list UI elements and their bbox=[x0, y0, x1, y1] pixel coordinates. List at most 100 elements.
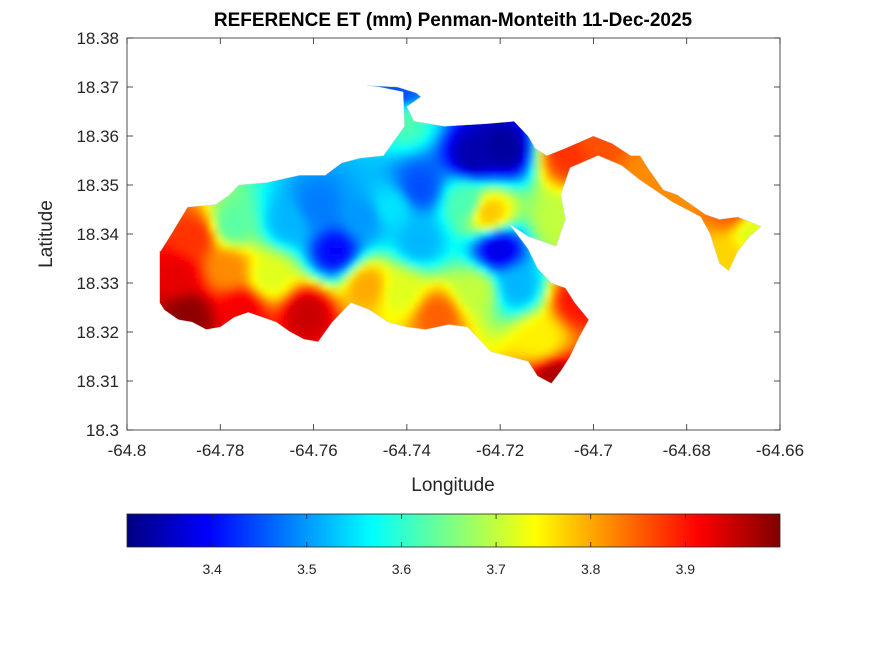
et-field-cell bbox=[498, 308, 505, 315]
et-field-cell bbox=[552, 350, 559, 357]
et-field-cell bbox=[564, 332, 571, 339]
et-field-cell bbox=[594, 152, 601, 159]
et-field-cell bbox=[408, 200, 415, 207]
et-field-cell bbox=[486, 230, 493, 237]
et-field-cell bbox=[276, 272, 283, 279]
et-field-cell bbox=[540, 200, 547, 207]
et-field-cell bbox=[276, 194, 283, 201]
et-field-cell bbox=[522, 344, 529, 351]
et-field-cell bbox=[252, 188, 259, 195]
et-field-cell bbox=[390, 146, 397, 153]
et-field-cell bbox=[510, 260, 517, 267]
et-field-cell bbox=[474, 182, 481, 189]
et-field-cell bbox=[552, 302, 559, 309]
et-field-cell bbox=[210, 230, 217, 237]
et-field-cell bbox=[528, 140, 535, 147]
et-field-cell bbox=[528, 146, 535, 153]
et-field-cell bbox=[420, 314, 427, 321]
et-field-cell bbox=[552, 200, 559, 207]
et-field-cell bbox=[528, 314, 535, 321]
et-field-cell bbox=[450, 212, 457, 219]
et-field-cell bbox=[312, 230, 319, 237]
et-field-cell bbox=[282, 230, 289, 237]
et-field-cell bbox=[498, 182, 505, 189]
et-field-cell bbox=[378, 176, 385, 183]
et-field-cell bbox=[528, 194, 535, 201]
et-field-cell bbox=[288, 272, 295, 279]
et-field-cell bbox=[408, 188, 415, 195]
et-field-cell bbox=[180, 254, 187, 261]
et-field-cell bbox=[396, 284, 403, 291]
et-field-cell bbox=[510, 272, 517, 279]
et-field-cell bbox=[408, 296, 415, 303]
et-field-cell bbox=[258, 272, 265, 279]
et-field-cell bbox=[510, 200, 517, 207]
et-field-cell bbox=[378, 218, 385, 225]
et-field-cell bbox=[516, 248, 523, 255]
et-field-cell bbox=[354, 194, 361, 201]
et-field-cell bbox=[624, 158, 631, 165]
et-field-cell bbox=[294, 290, 301, 297]
et-field-cell bbox=[414, 122, 421, 129]
et-field-cell bbox=[348, 182, 355, 189]
et-field-cell bbox=[480, 200, 487, 207]
et-field-cell bbox=[174, 224, 181, 231]
et-field-cell bbox=[732, 242, 739, 249]
et-field-cell bbox=[174, 314, 181, 321]
et-field-cell bbox=[600, 152, 607, 159]
et-field-cell bbox=[540, 332, 547, 339]
et-field-cell bbox=[456, 242, 463, 249]
et-field-cell bbox=[438, 320, 445, 327]
et-field-cell bbox=[168, 266, 175, 273]
et-field-cell bbox=[366, 218, 373, 225]
et-field-cell bbox=[300, 224, 307, 231]
et-field-cell bbox=[396, 260, 403, 267]
et-field-cell bbox=[402, 230, 409, 237]
et-field-cell bbox=[366, 206, 373, 213]
et-field-cell bbox=[186, 266, 193, 273]
et-field-cell bbox=[408, 278, 415, 285]
et-field-cell bbox=[414, 278, 421, 285]
et-field-cell bbox=[318, 266, 325, 273]
et-field-cell bbox=[444, 182, 451, 189]
et-field-cell bbox=[384, 164, 391, 171]
et-field-cell bbox=[336, 224, 343, 231]
et-field-cell bbox=[558, 158, 565, 165]
et-field-cell bbox=[498, 344, 505, 351]
et-field-cell bbox=[186, 308, 193, 315]
et-field-cell bbox=[264, 314, 271, 321]
et-field-cell bbox=[408, 218, 415, 225]
et-field-cell bbox=[222, 272, 229, 279]
et-field-cell bbox=[216, 236, 223, 243]
et-field-cell bbox=[174, 260, 181, 267]
et-field-cell bbox=[186, 236, 193, 243]
et-field-cell bbox=[558, 320, 565, 327]
et-field-cell bbox=[390, 182, 397, 189]
et-field-cell bbox=[240, 212, 247, 219]
et-field-cell bbox=[162, 248, 169, 255]
et-field-cell bbox=[306, 320, 313, 327]
et-field-cell bbox=[480, 140, 487, 147]
et-field-cell bbox=[510, 344, 517, 351]
et-field-cell bbox=[450, 296, 457, 303]
et-field-cell bbox=[510, 176, 517, 183]
et-field-cell bbox=[456, 296, 463, 303]
et-field-cell bbox=[444, 140, 451, 147]
et-field-cell bbox=[486, 152, 493, 159]
et-field-cell bbox=[570, 338, 577, 345]
et-field-cell bbox=[318, 272, 325, 279]
et-field-cell bbox=[414, 296, 421, 303]
et-field-cell bbox=[198, 272, 205, 279]
et-field-cell bbox=[192, 284, 199, 291]
et-field-cell bbox=[654, 182, 661, 189]
et-field-cell bbox=[486, 206, 493, 213]
et-field-cell bbox=[270, 242, 277, 249]
et-field-cell bbox=[222, 278, 229, 285]
et-field-cell bbox=[360, 188, 367, 195]
et-field-cell bbox=[270, 188, 277, 195]
et-field-cell bbox=[456, 206, 463, 213]
et-field-cell bbox=[204, 308, 211, 315]
et-field-cell bbox=[552, 152, 559, 159]
et-field-cell bbox=[366, 260, 373, 267]
